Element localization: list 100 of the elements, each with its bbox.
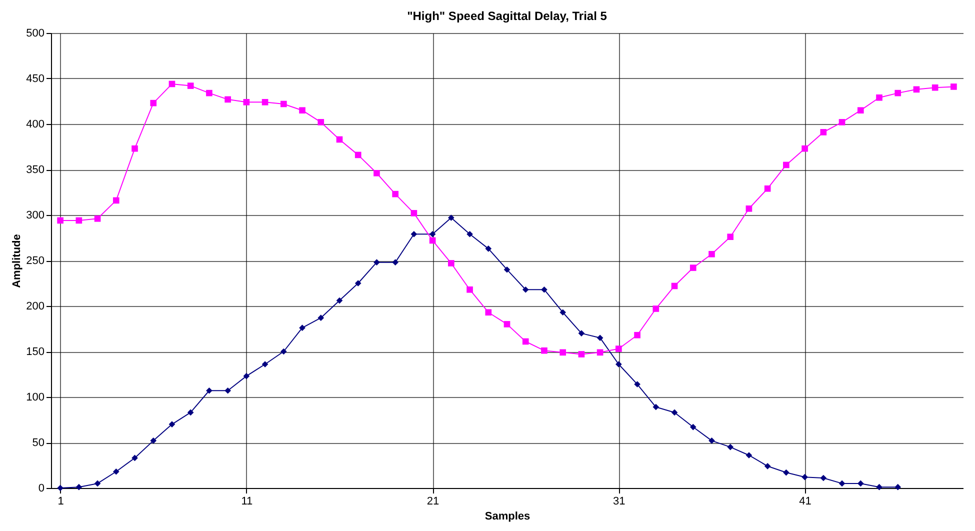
point [299, 324, 306, 331]
point [206, 387, 212, 394]
y-tick-label: 400 [26, 118, 44, 130]
point [783, 469, 790, 476]
x-tick-label: 11 [241, 496, 253, 508]
point [802, 145, 808, 152]
point [57, 484, 64, 492]
point [112, 468, 120, 475]
x-tick-label: 41 [799, 496, 812, 508]
point [132, 454, 138, 462]
point [783, 162, 790, 168]
y-tick-label: 200 [26, 300, 44, 312]
point [112, 197, 120, 204]
point [578, 351, 585, 358]
y-tick-label: 450 [26, 73, 44, 85]
point [448, 214, 454, 221]
y-tick-label: 0 [38, 482, 44, 494]
point [485, 246, 492, 252]
y-tick-label: 150 [26, 346, 44, 358]
point [187, 82, 194, 89]
point [354, 152, 362, 158]
point [243, 99, 250, 106]
point [76, 217, 82, 224]
point [671, 409, 678, 416]
point [262, 361, 268, 368]
point [150, 438, 157, 444]
point [262, 99, 268, 106]
point [596, 334, 604, 342]
point [354, 280, 362, 286]
point [634, 332, 640, 338]
point [578, 330, 585, 336]
point [727, 444, 734, 450]
point [448, 260, 454, 266]
x-tick-label: 1 [58, 496, 64, 508]
point [764, 185, 771, 192]
point [708, 250, 715, 258]
point [466, 230, 473, 238]
point [802, 474, 808, 480]
point [616, 346, 622, 352]
point [280, 100, 287, 108]
point [504, 321, 510, 328]
point [820, 474, 827, 482]
point [950, 84, 957, 90]
chart-title: "High" Speed Sagittal Delay, Trial 5 [407, 9, 608, 23]
y-tick-label: 50 [32, 437, 44, 449]
point [820, 129, 827, 136]
point [876, 484, 882, 490]
point [690, 424, 696, 430]
point [429, 237, 436, 244]
point [336, 297, 343, 304]
point [838, 119, 846, 126]
point [224, 96, 231, 103]
point [150, 100, 157, 106]
point [299, 107, 306, 114]
point [318, 314, 324, 321]
point [280, 348, 287, 355]
point [634, 381, 640, 388]
point [560, 349, 566, 356]
x-tick-label: 31 [613, 496, 626, 508]
point [746, 452, 752, 458]
point [392, 190, 398, 198]
point [746, 205, 752, 212]
point [876, 94, 882, 101]
point [541, 286, 548, 293]
point [652, 404, 660, 410]
point [485, 309, 492, 316]
point [94, 215, 101, 222]
x-tick-label: 21 [426, 496, 440, 508]
point [336, 136, 343, 143]
point [522, 286, 529, 293]
point [57, 217, 64, 224]
point [894, 90, 902, 96]
point [429, 230, 436, 238]
point [168, 421, 176, 428]
point [466, 286, 473, 293]
y-tick-label: 500 [26, 28, 44, 40]
point [132, 145, 138, 152]
point [932, 84, 938, 91]
point [838, 480, 846, 487]
point [522, 338, 529, 345]
point [652, 306, 660, 312]
point [224, 387, 231, 394]
y-tick-label: 250 [26, 255, 44, 267]
point [410, 230, 418, 238]
point [206, 90, 212, 96]
point [857, 480, 864, 487]
point [392, 259, 398, 266]
point [727, 234, 734, 240]
point [764, 463, 771, 470]
y-axis-title: Amplitude [11, 234, 24, 288]
point [187, 409, 194, 416]
point [243, 372, 250, 380]
point [616, 361, 622, 368]
y-tick-label: 350 [26, 164, 44, 176]
point [76, 484, 82, 490]
point [708, 438, 715, 444]
y-tick-label: 100 [26, 392, 44, 404]
x-axis-title: Samples [484, 510, 530, 522]
point [410, 210, 418, 216]
point [168, 80, 176, 88]
